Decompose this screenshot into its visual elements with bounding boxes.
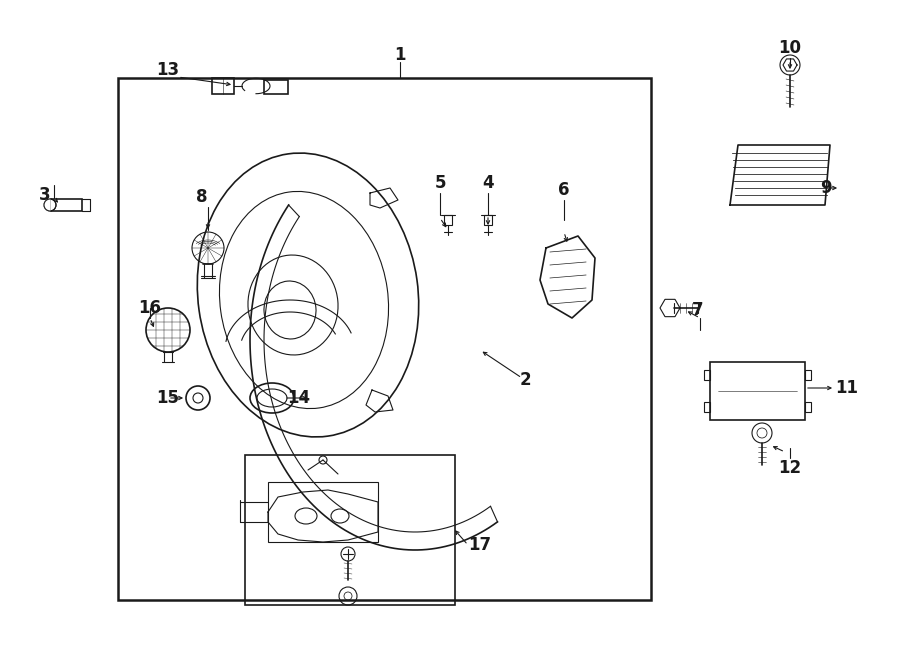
Text: 5: 5: [434, 174, 446, 192]
Text: 13: 13: [157, 61, 180, 79]
Bar: [704, 370, 710, 380]
Bar: [704, 402, 710, 412]
Text: 9: 9: [820, 179, 832, 197]
Bar: [212, 78, 234, 94]
Text: 10: 10: [778, 39, 802, 57]
Bar: [710, 362, 805, 420]
Bar: [484, 215, 492, 225]
Text: 8: 8: [196, 188, 208, 206]
Bar: [444, 215, 452, 225]
Bar: [805, 402, 811, 412]
Text: 4: 4: [482, 174, 494, 192]
Polygon shape: [730, 145, 830, 205]
Bar: [268, 482, 378, 542]
Text: 15: 15: [157, 389, 179, 407]
Text: 12: 12: [778, 459, 802, 477]
Text: 2: 2: [520, 371, 532, 389]
Text: 14: 14: [287, 389, 310, 407]
Text: 1: 1: [394, 46, 406, 64]
Text: 7: 7: [692, 301, 704, 319]
Bar: [50, 199, 82, 211]
Text: 16: 16: [139, 299, 161, 317]
Text: 11: 11: [835, 379, 858, 397]
Text: 6: 6: [558, 181, 570, 199]
Text: 3: 3: [40, 186, 50, 204]
Bar: [264, 80, 288, 94]
Bar: [118, 78, 651, 600]
Text: 17: 17: [468, 536, 491, 554]
Wedge shape: [44, 199, 50, 211]
Bar: [245, 455, 455, 605]
Bar: [805, 370, 811, 380]
